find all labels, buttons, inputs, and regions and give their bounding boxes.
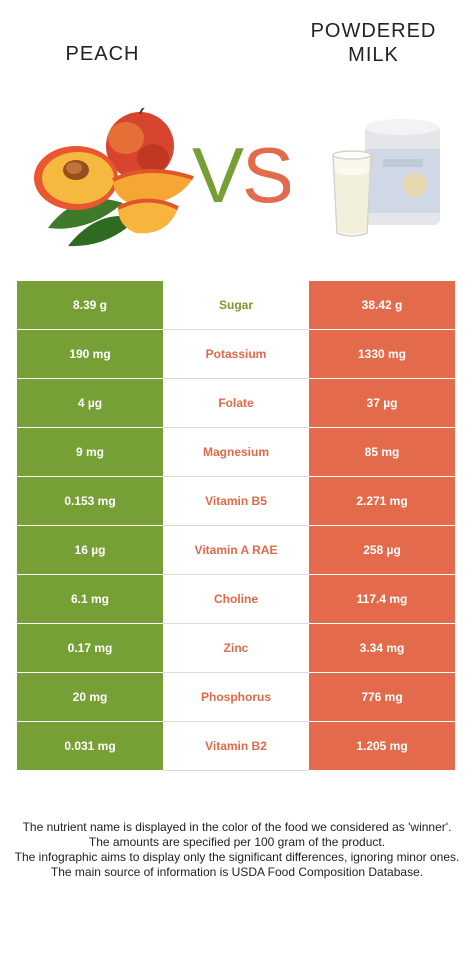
- nutrient-name-cell: Phosphorus: [163, 672, 309, 722]
- right-value-cell: 38.42 g: [309, 281, 455, 330]
- right-value-cell: 258 µg: [309, 525, 455, 575]
- left-value-cell: 4 µg: [17, 378, 163, 428]
- left-value-cell: 0.17 mg: [17, 623, 163, 673]
- table-row: 0.17 mg Zinc 3.34 mg: [17, 623, 455, 673]
- powdered-milk-image: [332, 119, 440, 237]
- peach-image: [34, 108, 194, 247]
- right-value-cell: 3.34 mg: [309, 623, 455, 673]
- nutrient-name-cell: Zinc: [163, 623, 309, 673]
- nutrient-name-cell: Folate: [163, 378, 309, 428]
- right-food-name-line2: Milk: [348, 44, 399, 66]
- footer-line-source: The main source of information is USDA F…: [50, 865, 424, 879]
- nutrient-name-cell: Sugar: [163, 281, 309, 330]
- footer-line-winner: The nutrient name is displayed in the co…: [22, 820, 452, 834]
- nutrient-name-cell: Vitamin B2: [163, 721, 309, 771]
- footer-notes: The nutrient name is displayed in the co…: [12, 820, 462, 880]
- table-row: 4 µg Folate 37 µg: [17, 378, 455, 428]
- right-value-cell: 2.271 mg: [309, 476, 455, 526]
- nutrient-name-cell: Magnesium: [163, 427, 309, 477]
- nutrient-comparison-table: 8.39 g Sugar 38.42 g 190 mg Potassium 1330 mg…: [17, 281, 455, 771]
- right-value-cell: 1.205 mg: [309, 721, 455, 771]
- table-row: 8.39 g Sugar 38.42 g: [17, 281, 455, 330]
- table-row: 0.153 mg Vitamin B5 2.271 mg: [17, 476, 455, 526]
- svg-text:V: V: [192, 138, 244, 213]
- table-row: 190 mg Potassium 1330 mg: [17, 329, 455, 379]
- right-value-cell: 776 mg: [309, 672, 455, 722]
- left-value-cell: 0.031 mg: [17, 721, 163, 771]
- table-row: 0.031 mg Vitamin B2 1.205 mg: [17, 721, 455, 771]
- left-value-cell: 8.39 g: [17, 281, 163, 330]
- right-food-name-line1: Powdered: [310, 20, 437, 42]
- table-row: 6.1 mg Choline 117.4 mg: [17, 574, 455, 624]
- nutrient-name-cell: Vitamin B5: [163, 476, 309, 526]
- left-food-title: Peach: [0, 42, 205, 66]
- left-food-name: Peach: [65, 43, 140, 65]
- left-value-cell: 0.153 mg: [17, 476, 163, 526]
- left-value-cell: 190 mg: [17, 329, 163, 379]
- right-value-cell: 85 mg: [309, 427, 455, 477]
- left-value-cell: 16 µg: [17, 525, 163, 575]
- svg-text:S: S: [242, 138, 290, 213]
- footer-line-amounts: The amounts are specified per 100 gram o…: [88, 835, 386, 849]
- table-row: 20 mg Phosphorus 776 mg: [17, 672, 455, 722]
- nutrient-name-cell: Choline: [163, 574, 309, 624]
- vs-logo: V S: [192, 138, 290, 213]
- nutrient-name-cell: Vitamin A RAE: [163, 525, 309, 575]
- right-value-cell: 1330 mg: [309, 329, 455, 379]
- footer-line-aims: The infographic aims to display only the…: [14, 850, 460, 864]
- nutrient-name-cell: Potassium: [163, 329, 309, 379]
- right-food-title: Powdered Milk: [296, 19, 451, 67]
- left-value-cell: 6.1 mg: [17, 574, 163, 624]
- right-value-cell: 117.4 mg: [309, 574, 455, 624]
- table-row: 9 mg Magnesium 85 mg: [17, 427, 455, 477]
- table-row: 16 µg Vitamin A RAE 258 µg: [17, 525, 455, 575]
- right-value-cell: 37 µg: [309, 378, 455, 428]
- left-value-cell: 9 mg: [17, 427, 163, 477]
- left-value-cell: 20 mg: [17, 672, 163, 722]
